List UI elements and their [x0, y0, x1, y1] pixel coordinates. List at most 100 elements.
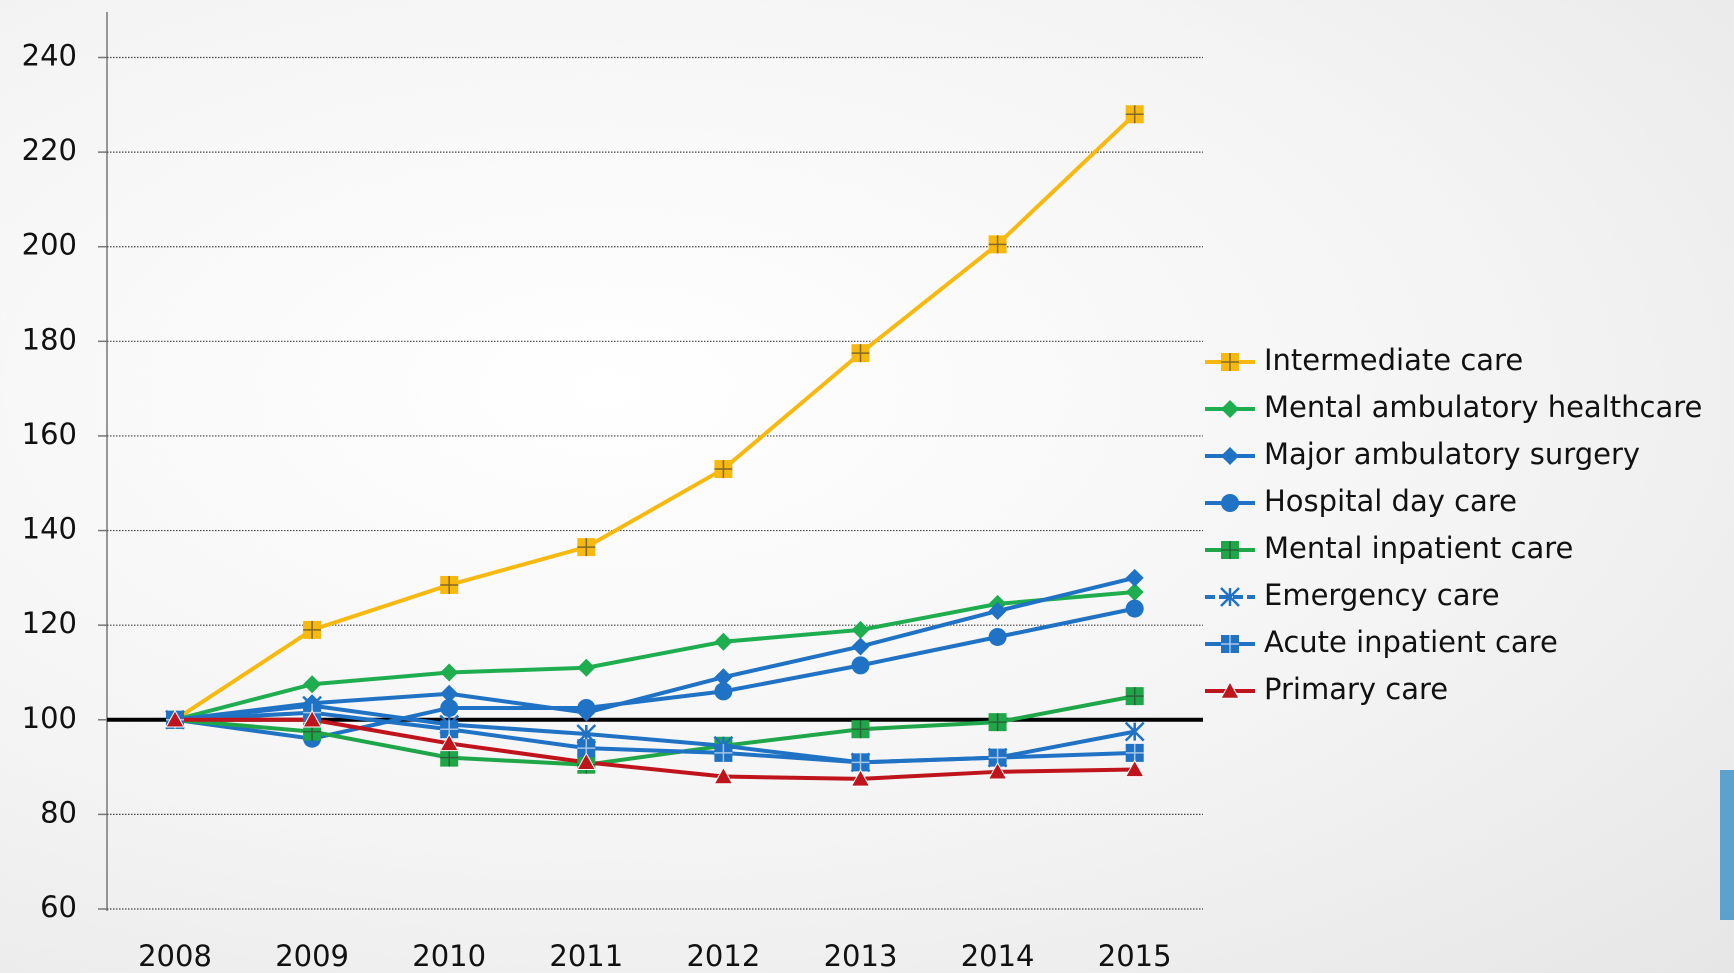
marker-plus	[440, 748, 459, 767]
marker-triangle	[165, 709, 185, 728]
marker-triangle	[1124, 759, 1145, 778]
marker-diamond	[440, 663, 459, 682]
marker-plus	[1221, 353, 1239, 371]
marker	[714, 668, 733, 687]
marker	[1221, 353, 1239, 371]
marker-diamond	[714, 632, 733, 651]
series-line	[174, 590, 1135, 722]
marker	[851, 637, 870, 656]
marker	[851, 753, 870, 772]
marker	[165, 709, 185, 728]
marker-plus	[714, 460, 733, 479]
marker-circle	[577, 698, 596, 717]
marker-plus	[1125, 105, 1144, 124]
marker-plus	[714, 743, 733, 762]
marker-plus	[988, 235, 1007, 254]
marker	[577, 698, 596, 717]
x-tick-label: 2012	[686, 939, 760, 973]
marker-plus	[1125, 687, 1144, 706]
series-line	[174, 710, 1135, 765]
marker	[851, 620, 870, 639]
legend-label: Primary care	[1264, 672, 1448, 706]
marker-circle	[851, 656, 870, 675]
marker	[714, 743, 733, 762]
marker-diamond	[988, 601, 1007, 620]
marker-diamond	[714, 668, 733, 687]
marker	[1125, 743, 1144, 762]
marker	[851, 656, 870, 675]
marker	[1221, 447, 1239, 465]
marker	[440, 748, 459, 767]
marker-circle	[440, 698, 459, 717]
marker	[988, 235, 1007, 254]
y-tick-label: 160	[22, 417, 77, 451]
marker-triangle	[439, 733, 460, 752]
marker-circle	[1221, 494, 1239, 512]
marker-diamond	[851, 637, 870, 656]
marker-plus	[851, 720, 870, 739]
marker	[577, 658, 596, 677]
series-line	[174, 575, 1136, 722]
y-tick-label: 120	[22, 606, 77, 640]
marker	[1125, 105, 1144, 124]
legend-label: Acute inpatient care	[1264, 625, 1558, 659]
marker	[1221, 541, 1239, 559]
y-tick-label: 240	[22, 39, 77, 73]
marker-triangle	[1220, 680, 1240, 699]
marker-triangle	[987, 761, 1008, 780]
marker	[1221, 635, 1239, 653]
marker-diamond	[440, 684, 459, 703]
marker	[1125, 599, 1144, 618]
marker-plus	[440, 575, 459, 594]
x-tick-label: 2008	[138, 939, 212, 973]
legend-label: Mental ambulatory healthcare	[1264, 390, 1702, 424]
marker	[1125, 687, 1144, 706]
marker-plus	[1221, 541, 1239, 559]
legend-label: Emergency care	[1264, 578, 1500, 612]
marker	[713, 766, 734, 785]
y-tick-label: 180	[22, 322, 77, 356]
marker-diamond	[1125, 568, 1144, 587]
series-line	[174, 606, 1136, 741]
marker-triangle	[713, 766, 734, 785]
marker	[988, 713, 1007, 732]
marker	[576, 752, 597, 771]
y-tick-label: 140	[22, 512, 77, 546]
marker-plus	[303, 620, 322, 639]
y-tick-label: 80	[40, 795, 77, 829]
series-line	[173, 112, 1137, 722]
marker	[440, 663, 459, 682]
marker	[851, 344, 870, 363]
legend-label: Mental inpatient care	[1264, 531, 1573, 565]
marker	[302, 709, 322, 728]
legend-label: Intermediate care	[1264, 343, 1523, 377]
marker-triangle	[302, 709, 322, 728]
marker	[850, 768, 871, 787]
logo	[1720, 770, 1734, 920]
marker	[577, 538, 596, 557]
marker	[440, 575, 459, 594]
marker-plus	[1125, 743, 1144, 762]
marker	[440, 698, 459, 717]
marker	[851, 720, 870, 739]
marker-diamond	[1125, 583, 1144, 602]
marker-diamond	[1221, 400, 1239, 418]
marker-diamond	[1221, 447, 1239, 465]
x-tick-label: 2009	[275, 939, 349, 973]
marker	[1124, 721, 1145, 742]
marker	[439, 733, 460, 752]
marker-triangle	[576, 752, 597, 771]
marker	[440, 684, 459, 703]
marker-asterisk	[1124, 721, 1145, 742]
x-tick-label: 2010	[412, 939, 486, 973]
marker	[1125, 568, 1144, 587]
marker-circle	[988, 627, 1007, 646]
marker	[988, 601, 1007, 620]
marker-circle	[1125, 599, 1144, 618]
marker	[1125, 583, 1144, 602]
marker	[714, 632, 733, 651]
x-tick-label: 2013	[824, 939, 898, 973]
marker	[987, 761, 1008, 780]
